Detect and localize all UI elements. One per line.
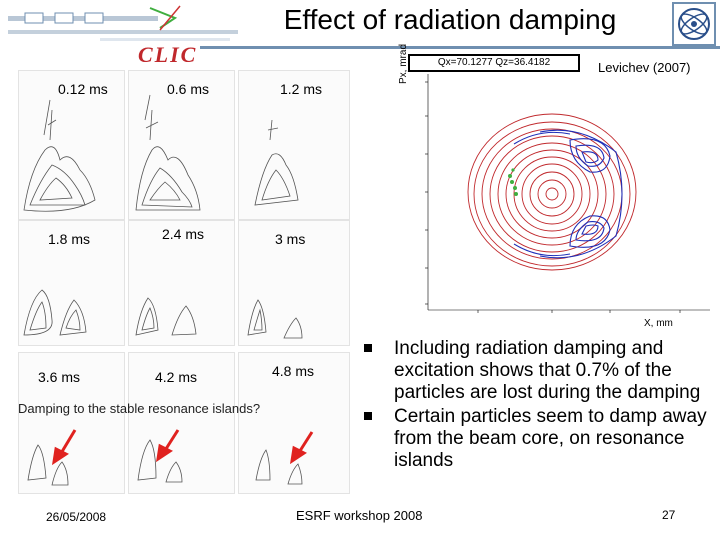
bullet-item-2: Certain particles seem to damp away from… [362,406,714,472]
phase-panel-7 [18,352,125,494]
clic-logo: CLIC [138,42,198,67]
plot-header: Qx=70.1277 Qz=36.4182 [408,54,580,72]
phase-panel-3 [238,70,350,220]
time-label-1: 0.12 ms [58,81,108,97]
bullet-marker-icon [364,412,372,420]
citation: Levichev (2007) [598,60,691,75]
bullet-item-1: Including radiation damping and excitati… [362,338,714,404]
phase-panel-6 [238,220,350,346]
time-label-7: 3.6 ms [38,369,81,385]
bullet-marker-icon [364,344,372,352]
question-text: Damping to the stable resonance islands? [18,401,261,416]
phase-panel-8 [128,352,235,494]
plot-ylabel: Px, mrad [398,43,409,84]
header-graphic [8,5,238,41]
bullet-text-1: Including radiation damping and excitati… [394,338,701,403]
time-label-3: 1.2 ms [280,81,323,97]
time-label-6: 3 ms [275,231,306,247]
time-label-2: 0.6 ms [167,81,210,97]
footer-page-number: 27 [662,508,676,522]
phase-space-plot [425,74,710,313]
phase-panel-5 [128,220,235,346]
footer-event: ESRF workshop 2008 [296,508,423,523]
header-rule [200,46,720,49]
phase-panel-9 [238,352,350,494]
institute-logo-icon [672,2,716,46]
phase-panel-4 [18,220,125,346]
time-label-4: 1.8 ms [48,231,91,247]
time-label-9: 4.8 ms [272,363,315,379]
scatter-contours [23,94,314,486]
footer-date: 26/05/2008 [46,510,107,524]
bullet-list: Including radiation damping and excitati… [362,338,714,472]
time-label-5: 2.4 ms [162,226,205,242]
time-label-8: 4.2 ms [155,369,198,385]
phase-panel-1 [18,70,125,220]
bullet-text-2: Certain particles seem to damp away from… [394,406,707,471]
plot-xlabel: X, mm [644,318,673,329]
slide-title: Effect of radiation damping [283,4,617,35]
